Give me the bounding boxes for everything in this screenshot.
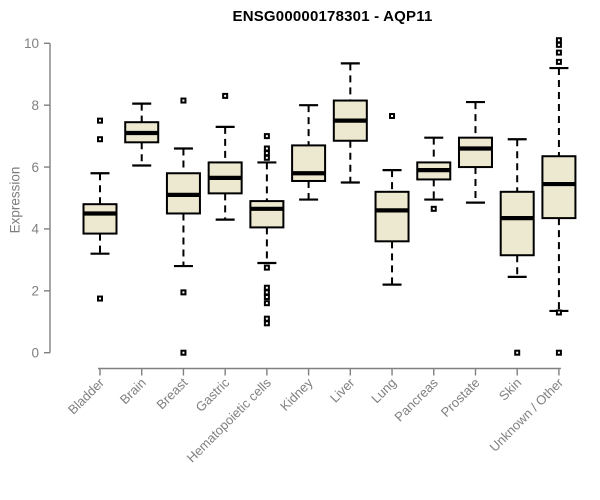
outlier-point-center	[182, 351, 185, 354]
outlier-point-center	[182, 99, 185, 102]
x-tick-label: Gastric	[193, 375, 233, 415]
iqr-box	[457, 136, 493, 169]
iqr-box	[499, 190, 535, 257]
x-tick-label: Prostate	[438, 375, 483, 420]
x-tick-label: Bladder	[65, 375, 108, 418]
outlier-point-center	[265, 135, 268, 138]
outlier-point-center	[99, 297, 101, 300]
outlier-point-center	[516, 351, 519, 354]
x-tick-label: Kidney	[277, 375, 316, 414]
y-tick-label: 10	[24, 36, 39, 51]
iqr-box	[249, 200, 285, 229]
y-tick-label: 2	[31, 284, 39, 299]
outlier-point-center	[265, 317, 268, 320]
x-tick-label: Lung	[368, 375, 399, 406]
outlier-point-center	[557, 311, 560, 314]
boxplot-bladder	[82, 117, 118, 302]
boxplot-unknown-other	[541, 37, 577, 356]
boxplot-kidney	[291, 104, 327, 201]
outlier-point-center	[265, 147, 268, 150]
outlier-point-center	[557, 43, 560, 46]
outlier-point-center	[265, 266, 268, 269]
outlier-point-center	[557, 51, 560, 54]
outlier-point-center	[432, 207, 435, 210]
outlier-point-center	[265, 322, 268, 325]
outlier-point-center	[265, 286, 268, 289]
chart-title: ENSG00000178301 - AQP11	[232, 8, 433, 25]
outlier-point-center	[224, 94, 227, 97]
outlier-point-center	[265, 156, 268, 159]
outlier-point-center	[557, 60, 560, 63]
outlier-point-center	[391, 115, 394, 118]
y-axis: 0 2 4 6 8 10	[24, 36, 51, 361]
iqr-box	[541, 155, 577, 220]
y-tick-label: 4	[31, 222, 39, 237]
boxplot-skin	[499, 138, 535, 356]
boxplot-breast	[165, 97, 201, 356]
y-tick-label: 8	[31, 98, 39, 113]
boxplot-brain	[124, 102, 160, 167]
x-tick-label: Skin	[496, 375, 524, 403]
outlier-point-center	[557, 39, 560, 42]
y-tick-label: 6	[31, 160, 39, 175]
boxplot-hematopoietic-cells	[249, 133, 285, 327]
outlier-point-center	[557, 351, 560, 354]
x-tick-label: Brain	[117, 375, 149, 407]
iqr-box	[291, 144, 327, 182]
boxplot-lung	[374, 113, 410, 286]
iqr-box	[374, 190, 410, 243]
outlier-point-center	[99, 138, 101, 141]
outlier-point-center	[265, 152, 268, 155]
boxplot-pancreas	[416, 136, 452, 212]
boxplot-prostate	[457, 100, 493, 204]
outlier-point-center	[265, 296, 268, 299]
outlier-point-center	[99, 119, 101, 122]
y-tick-label: 0	[31, 346, 39, 361]
x-tick-label: Breast	[153, 375, 190, 412]
outlier-point-center	[182, 291, 185, 294]
iqr-box	[82, 203, 118, 235]
boxplot-liver	[332, 62, 368, 184]
boxplot-gastric	[207, 92, 243, 221]
x-tick-label: Unknown / Other	[486, 375, 566, 455]
x-tick-label: Liver	[327, 375, 358, 406]
outlier-point-center	[265, 302, 268, 305]
outlier-point-center	[265, 291, 268, 294]
x-tick-label: Pancreas	[391, 375, 441, 425]
